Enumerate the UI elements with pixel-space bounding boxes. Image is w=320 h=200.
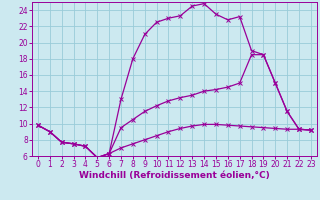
X-axis label: Windchill (Refroidissement éolien,°C): Windchill (Refroidissement éolien,°C) (79, 171, 270, 180)
